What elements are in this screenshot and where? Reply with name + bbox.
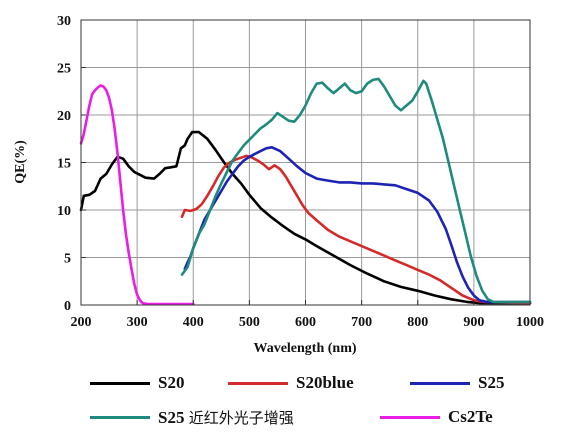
tick-labels: 200 300 400 500 600 700 800 900 1000 0 5 10 15 20 25 30 — [57, 14, 544, 330]
legend-swatch-s25-nir — [90, 415, 150, 419]
series-line-s25 — [183, 146, 532, 304]
series-lines — [79, 77, 532, 306]
legend-swatch-s25 — [410, 381, 470, 385]
x-tick-label: 300 — [127, 315, 148, 330]
y-axis-label: QE(%) — [13, 140, 28, 184]
legend-label-s25: S25 — [478, 373, 505, 392]
legend-label-s25-nir-cjk: 近红外光子增强 — [188, 408, 294, 427]
legend-item-s20blue: S20blue — [228, 372, 354, 394]
y-tick-label: 15 — [57, 157, 71, 172]
legend-item-s20: S20 — [90, 372, 184, 394]
x-tick-label: 800 — [407, 315, 428, 330]
y-tick-label: 20 — [57, 109, 71, 124]
legend-item-s25-nir: S25 近红外光子增强 — [90, 406, 294, 428]
y-tick-label: 5 — [64, 252, 71, 267]
legend-label-s20: S20 — [158, 373, 185, 392]
x-tick-label: 1000 — [516, 315, 544, 330]
y-tick-label: 0 — [64, 299, 71, 314]
x-tick-label: 600 — [295, 315, 316, 330]
y-tick-label: 10 — [57, 204, 71, 219]
series-line-s20 — [79, 130, 532, 305]
legend-item-s25: S25 — [410, 372, 504, 394]
legend: S20 S20blue S25 S25 近红外光子增强 Cs2Te — [0, 366, 574, 436]
x-axis-label: Wavelength (nm) — [253, 341, 356, 356]
y-tick-label: 25 — [57, 62, 71, 77]
legend-swatch-s20blue — [228, 381, 288, 385]
grid — [81, 20, 530, 305]
x-tick-label: 500 — [239, 315, 260, 330]
series-line-s25-nir-enhanced — [180, 77, 532, 304]
legend-label-s25-nir-latin: S25 — [158, 407, 189, 427]
x-tick-label: 200 — [71, 315, 92, 330]
legend-label-cs2te: Cs2Te — [448, 407, 493, 426]
y-tick-label: 30 — [57, 14, 71, 29]
legend-swatch-cs2te — [380, 415, 440, 419]
series-line-cs2te — [79, 84, 195, 306]
series-line-s20blue — [180, 154, 532, 305]
legend-item-cs2te: Cs2Te — [380, 406, 493, 428]
legend-label-s20blue: S20blue — [296, 373, 354, 392]
legend-label-s25-nir: S25 近红外光子增强 — [158, 407, 294, 428]
x-tick-label: 400 — [183, 315, 204, 330]
x-tick-label: 900 — [463, 315, 484, 330]
legend-swatch-s20 — [90, 381, 150, 385]
qe-chart: 200 300 400 500 600 700 800 900 1000 0 5 10 15 20 25 30… — [13, 14, 544, 356]
x-tick-label: 700 — [351, 315, 372, 330]
